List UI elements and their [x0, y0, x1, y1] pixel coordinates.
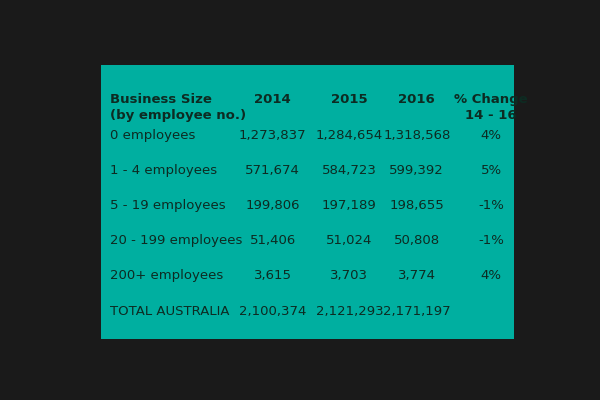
Text: -1%: -1%	[478, 199, 504, 212]
Text: 599,392: 599,392	[389, 164, 444, 177]
Text: -1%: -1%	[478, 234, 504, 248]
Text: 4%: 4%	[481, 129, 502, 142]
Text: 2,121,293: 2,121,293	[316, 304, 383, 318]
Text: 3,615: 3,615	[254, 270, 292, 282]
Text: 2015: 2015	[331, 93, 368, 106]
Text: 3,774: 3,774	[398, 270, 436, 282]
Text: 2,171,197: 2,171,197	[383, 304, 451, 318]
Text: 5%: 5%	[481, 164, 502, 177]
Text: 584,723: 584,723	[322, 164, 377, 177]
Text: % Change
14 - 16: % Change 14 - 16	[454, 93, 528, 122]
Text: 1 - 4 employees: 1 - 4 employees	[110, 164, 217, 177]
Text: 1,318,568: 1,318,568	[383, 129, 451, 142]
Text: 1,273,837: 1,273,837	[239, 129, 307, 142]
Text: 0 employees: 0 employees	[110, 129, 195, 142]
Text: 51,406: 51,406	[250, 234, 296, 248]
Text: TOTAL AUSTRALIA: TOTAL AUSTRALIA	[110, 304, 229, 318]
Text: 4%: 4%	[481, 270, 502, 282]
Text: 1,284,654: 1,284,654	[316, 129, 383, 142]
Bar	[101, 65, 514, 339]
Text: 199,806: 199,806	[245, 199, 300, 212]
Text: 2,100,374: 2,100,374	[239, 304, 307, 318]
Text: Business Size
(by employee no.): Business Size (by employee no.)	[110, 93, 246, 122]
Text: 197,189: 197,189	[322, 199, 377, 212]
Text: 2014: 2014	[254, 93, 291, 106]
Text: 2016: 2016	[398, 93, 435, 106]
Text: 200+ employees: 200+ employees	[110, 270, 223, 282]
Text: 20 - 199 employees: 20 - 199 employees	[110, 234, 242, 248]
Text: 198,655: 198,655	[389, 199, 444, 212]
Text: 51,024: 51,024	[326, 234, 373, 248]
Text: 3,703: 3,703	[331, 270, 368, 282]
Text: 571,674: 571,674	[245, 164, 300, 177]
Text: 50,808: 50,808	[394, 234, 440, 248]
Text: 5 - 19 employees: 5 - 19 employees	[110, 199, 226, 212]
